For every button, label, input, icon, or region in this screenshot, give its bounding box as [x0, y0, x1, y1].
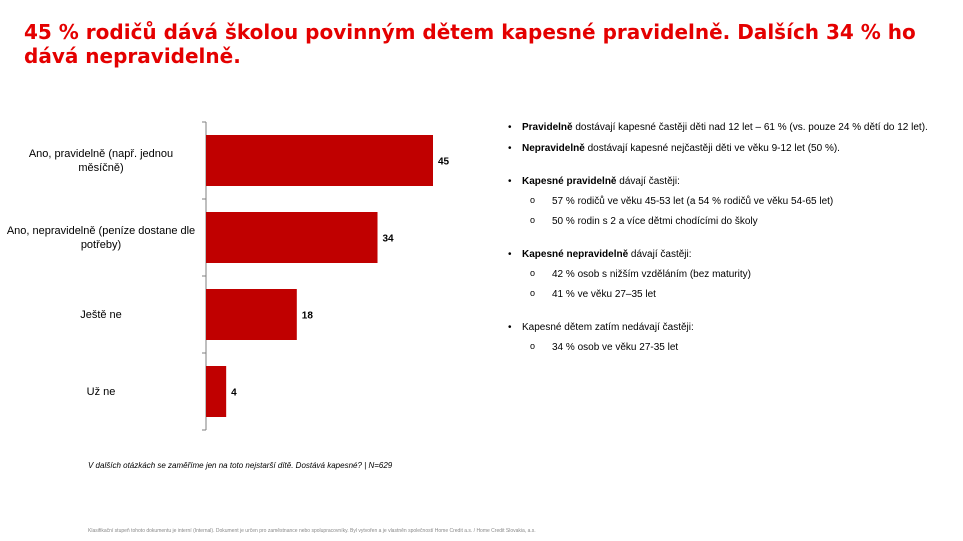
- slide-title: 45 % rodičů dává školou povinným dětem k…: [24, 20, 916, 68]
- note-regular-more-text: dávají častěji:: [616, 176, 680, 187]
- category-label: Ano, pravidelně (např. jednou měsíčně): [28, 147, 174, 174]
- footnote: V dalších otázkách se zaměříme jen na to…: [88, 461, 393, 470]
- bar-value-label: 18: [302, 311, 314, 322]
- note-not-yet: Kapesné dětem zatím nedávají častěji:: [508, 320, 948, 335]
- note-irregular-more: Kapesné nepravidelně dávají častěji:: [508, 247, 948, 262]
- category-label: Už ne: [86, 385, 116, 398]
- note-regular-more: Kapesné pravidelně dávají častěji:: [508, 174, 948, 189]
- sub-item: 57 % rodičů ve věku 45-53 let (a 54 % ro…: [530, 193, 948, 209]
- classification-disclaimer: Klasifikační stupeň tohoto dokumentu je …: [88, 528, 536, 534]
- note-regular-bold: Pravidelně: [522, 122, 573, 133]
- category-label: Ještě ne: [80, 308, 122, 321]
- notes-panel: Pravidelně dostávají kapesné častěji dět…: [508, 120, 948, 355]
- note-irregular: Nepravidelně dostávají kapesné nejčastěj…: [508, 141, 948, 156]
- bar: [206, 289, 297, 340]
- bar-value-label: 34: [383, 234, 395, 245]
- note-regular-text: dostávají kapesné častěji děti nad 12 le…: [572, 122, 928, 133]
- bar: [206, 366, 227, 417]
- note-regular: Pravidelně dostávají kapesné častěji dět…: [508, 120, 948, 135]
- sub-item: 34 % osob ve věku 27-35 let: [530, 339, 948, 355]
- note-irregular-more-text: dávají častěji:: [628, 249, 692, 260]
- note-irregular-more-bold: Kapesné nepravidelně: [522, 249, 629, 260]
- bar-value-label: 45: [438, 157, 450, 168]
- bar-value-label: 4: [231, 388, 237, 399]
- bar-chart: 45 34 18 4: [202, 121, 450, 431]
- sub-item: 41 % ve věku 27–35 let: [530, 286, 948, 302]
- bar: [206, 135, 433, 186]
- sub-item: 50 % rodin s 2 a více dětmi chodícími do…: [530, 213, 948, 229]
- note-regular-more-bold: Kapesné pravidelně: [522, 176, 617, 187]
- bar: [206, 212, 378, 263]
- note-irregular-text: dostávají kapesné nejčastěji děti ve věk…: [584, 143, 840, 154]
- category-label: Ano, nepravidelně (peníze dostane dle po…: [6, 224, 196, 251]
- note-irregular-bold: Nepravidelně: [522, 143, 585, 154]
- sub-item: 42 % osob s nižším vzděláním (bez maturi…: [530, 266, 948, 282]
